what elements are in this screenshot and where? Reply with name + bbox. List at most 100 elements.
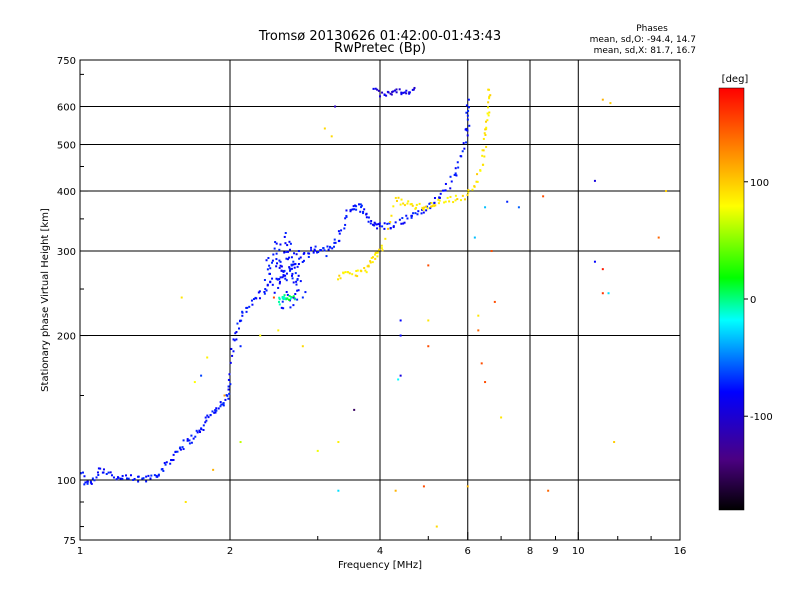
data-point: [360, 204, 363, 207]
data-point: [288, 240, 291, 243]
data-point: [377, 89, 380, 92]
data-point: [250, 299, 253, 302]
data-point: [493, 300, 496, 303]
data-point: [182, 439, 185, 442]
data-point: [367, 220, 370, 223]
data-point: [500, 416, 503, 419]
data-point: [425, 209, 428, 212]
data-point: [204, 416, 207, 419]
data-point: [227, 388, 230, 391]
data-point: [365, 212, 368, 215]
data-point: [145, 480, 148, 483]
data-point: [141, 477, 144, 480]
data-point: [601, 292, 604, 295]
data-point: [240, 319, 243, 322]
data-point: [278, 296, 281, 299]
data-point: [291, 274, 294, 277]
data-point: [110, 474, 113, 477]
data-point: [272, 253, 275, 256]
data-point: [279, 243, 282, 246]
data-point: [290, 264, 293, 267]
data-point: [291, 277, 294, 280]
data-point: [283, 297, 286, 300]
data-point: [239, 319, 242, 322]
data-point: [121, 474, 124, 477]
data-point: [484, 120, 487, 123]
data-point: [290, 296, 293, 299]
data-point: [398, 88, 401, 91]
data-point: [467, 106, 470, 109]
data-point: [310, 246, 313, 249]
data-point: [607, 292, 610, 295]
data-point: [233, 339, 236, 342]
data-point: [381, 91, 384, 94]
data-point: [297, 289, 300, 292]
y-tick-label: 100: [57, 476, 76, 487]
data-point: [277, 286, 280, 289]
data-point: [409, 203, 412, 206]
data-point: [383, 222, 386, 225]
data-point: [153, 474, 156, 477]
data-point: [340, 229, 343, 232]
data-point: [449, 175, 452, 178]
data-point: [133, 477, 136, 480]
chart-title: Tromsø 20130626 01:42:00-01:43:43: [258, 29, 501, 44]
data-point: [149, 477, 152, 480]
data-point: [407, 200, 410, 203]
data-point: [422, 211, 425, 214]
data-point: [212, 468, 215, 471]
data-point: [200, 428, 203, 431]
data-point: [282, 298, 285, 301]
data-point: [264, 288, 267, 291]
data-point: [376, 88, 379, 91]
data-point: [609, 102, 612, 105]
x-tick-label: 4: [377, 546, 383, 557]
data-point: [186, 438, 189, 441]
data-point: [292, 260, 295, 263]
data-point: [206, 414, 209, 417]
data-point: [405, 92, 408, 95]
data-point: [196, 431, 199, 434]
data-point: [421, 208, 424, 211]
data-point: [325, 255, 328, 258]
data-point: [345, 214, 348, 217]
data-point: [542, 195, 545, 198]
data-point: [239, 345, 242, 348]
data-point: [459, 199, 462, 202]
data-point: [89, 481, 92, 484]
data-point: [295, 283, 298, 286]
data-point: [287, 250, 290, 253]
data-point: [477, 314, 480, 317]
data-point: [86, 482, 89, 485]
data-point: [225, 394, 228, 397]
data-point: [126, 477, 129, 480]
data-point: [389, 92, 392, 95]
data-point: [437, 202, 440, 205]
data-point: [397, 378, 400, 381]
data-point: [487, 114, 490, 117]
data-point: [363, 267, 366, 270]
data-point: [286, 293, 289, 296]
data-point: [487, 101, 490, 104]
colorbar-tick-label: 0: [750, 295, 756, 306]
data-point: [286, 244, 289, 247]
data-point: [270, 261, 273, 264]
data-point: [258, 290, 261, 293]
data-point: [665, 190, 668, 193]
data-point: [284, 231, 287, 234]
data-point: [408, 92, 411, 95]
data-point: [236, 322, 239, 325]
data-point: [213, 411, 216, 414]
data-point: [290, 256, 293, 259]
data-point: [327, 248, 330, 251]
data-point: [320, 249, 323, 252]
data-point: [374, 87, 377, 90]
data-point: [418, 202, 421, 205]
data-point: [484, 128, 487, 131]
y-tick-label: 75: [63, 536, 76, 547]
data-point: [214, 409, 217, 412]
data-point: [476, 173, 479, 176]
data-point: [351, 273, 354, 276]
data-point: [188, 439, 191, 442]
data-point: [434, 204, 437, 207]
